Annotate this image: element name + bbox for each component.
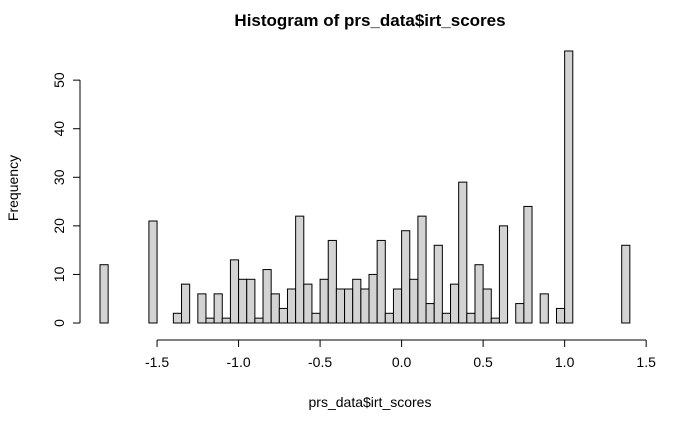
histogram-bar [246,278,256,324]
histogram-bar [319,278,329,324]
histogram-bar [270,293,280,324]
y-tick-label: 40 [51,121,67,137]
histogram-bar [384,312,394,324]
histogram-bar [523,205,533,324]
histogram-bar [303,283,313,324]
histogram-bar [466,312,476,324]
histogram-bar [352,278,362,324]
histogram-bar [474,264,484,324]
x-axis: -1.5 -1.0 -0.5 0.0 0.5 1.0 1.5 [145,339,656,370]
y-axis-label: Frequency [5,155,21,221]
histogram-bar [295,215,305,324]
x-tick-label: -1.5 [145,354,169,370]
histogram-bar [262,269,272,324]
histogram-bar [482,288,492,324]
y-tick-label: 20 [51,218,67,234]
histogram-bar [498,225,509,324]
histogram-bar [539,293,549,324]
histogram-bar [564,50,574,324]
histogram-bar [621,244,631,324]
histogram-bar [238,278,248,324]
histogram-bar [344,288,354,324]
histogram-bar [286,288,297,324]
x-tick-label: 1.0 [555,354,575,370]
chart-title: Histogram of prs_data$irt_scores [234,11,505,30]
histogram-bar [555,307,566,324]
histogram-bar [515,303,525,324]
histogram-bar [392,288,403,324]
x-tick-label: 0.5 [473,354,493,370]
y-axis: 0 10 20 30 40 50 [51,72,81,327]
y-tick-label: 0 [51,319,67,327]
histogram-bar [433,244,443,324]
histogram-bar [221,317,231,324]
histogram-bar [197,293,207,324]
histogram-bar [401,230,411,324]
x-tick-label: 0.0 [392,354,412,370]
histogram-bar [490,317,500,324]
histogram-bar [441,312,452,324]
histogram-bar [409,278,419,324]
y-tick-label: 30 [51,169,67,185]
x-tick-label: 1.5 [636,354,656,370]
histogram-bar [278,307,288,324]
x-axis-label: prs_data$irt_scores [309,394,432,410]
histogram-bar [99,264,109,324]
histogram-bar [254,317,264,324]
histogram-bar [417,215,427,324]
histogram-bar [172,312,183,324]
histogram-bar [181,283,191,324]
histogram-bar [360,288,370,324]
histogram-bar [148,220,158,324]
histogram-bar [425,303,435,324]
histogram-bar [205,317,215,324]
y-tick-label: 50 [51,72,67,88]
y-tick-label: 10 [51,266,67,282]
bars-group [99,50,631,324]
x-tick-label: -1.0 [227,354,251,370]
histogram-bar [311,312,321,324]
histogram-bar [213,293,223,324]
histogram-bar [458,181,468,324]
histogram-bar [335,288,346,324]
histogram-bar [229,259,240,324]
histogram-bar [368,273,378,324]
histogram-bar [327,239,337,324]
histogram-bar [450,283,460,324]
x-tick-label: -0.5 [308,354,332,370]
histogram-bar [376,239,386,324]
